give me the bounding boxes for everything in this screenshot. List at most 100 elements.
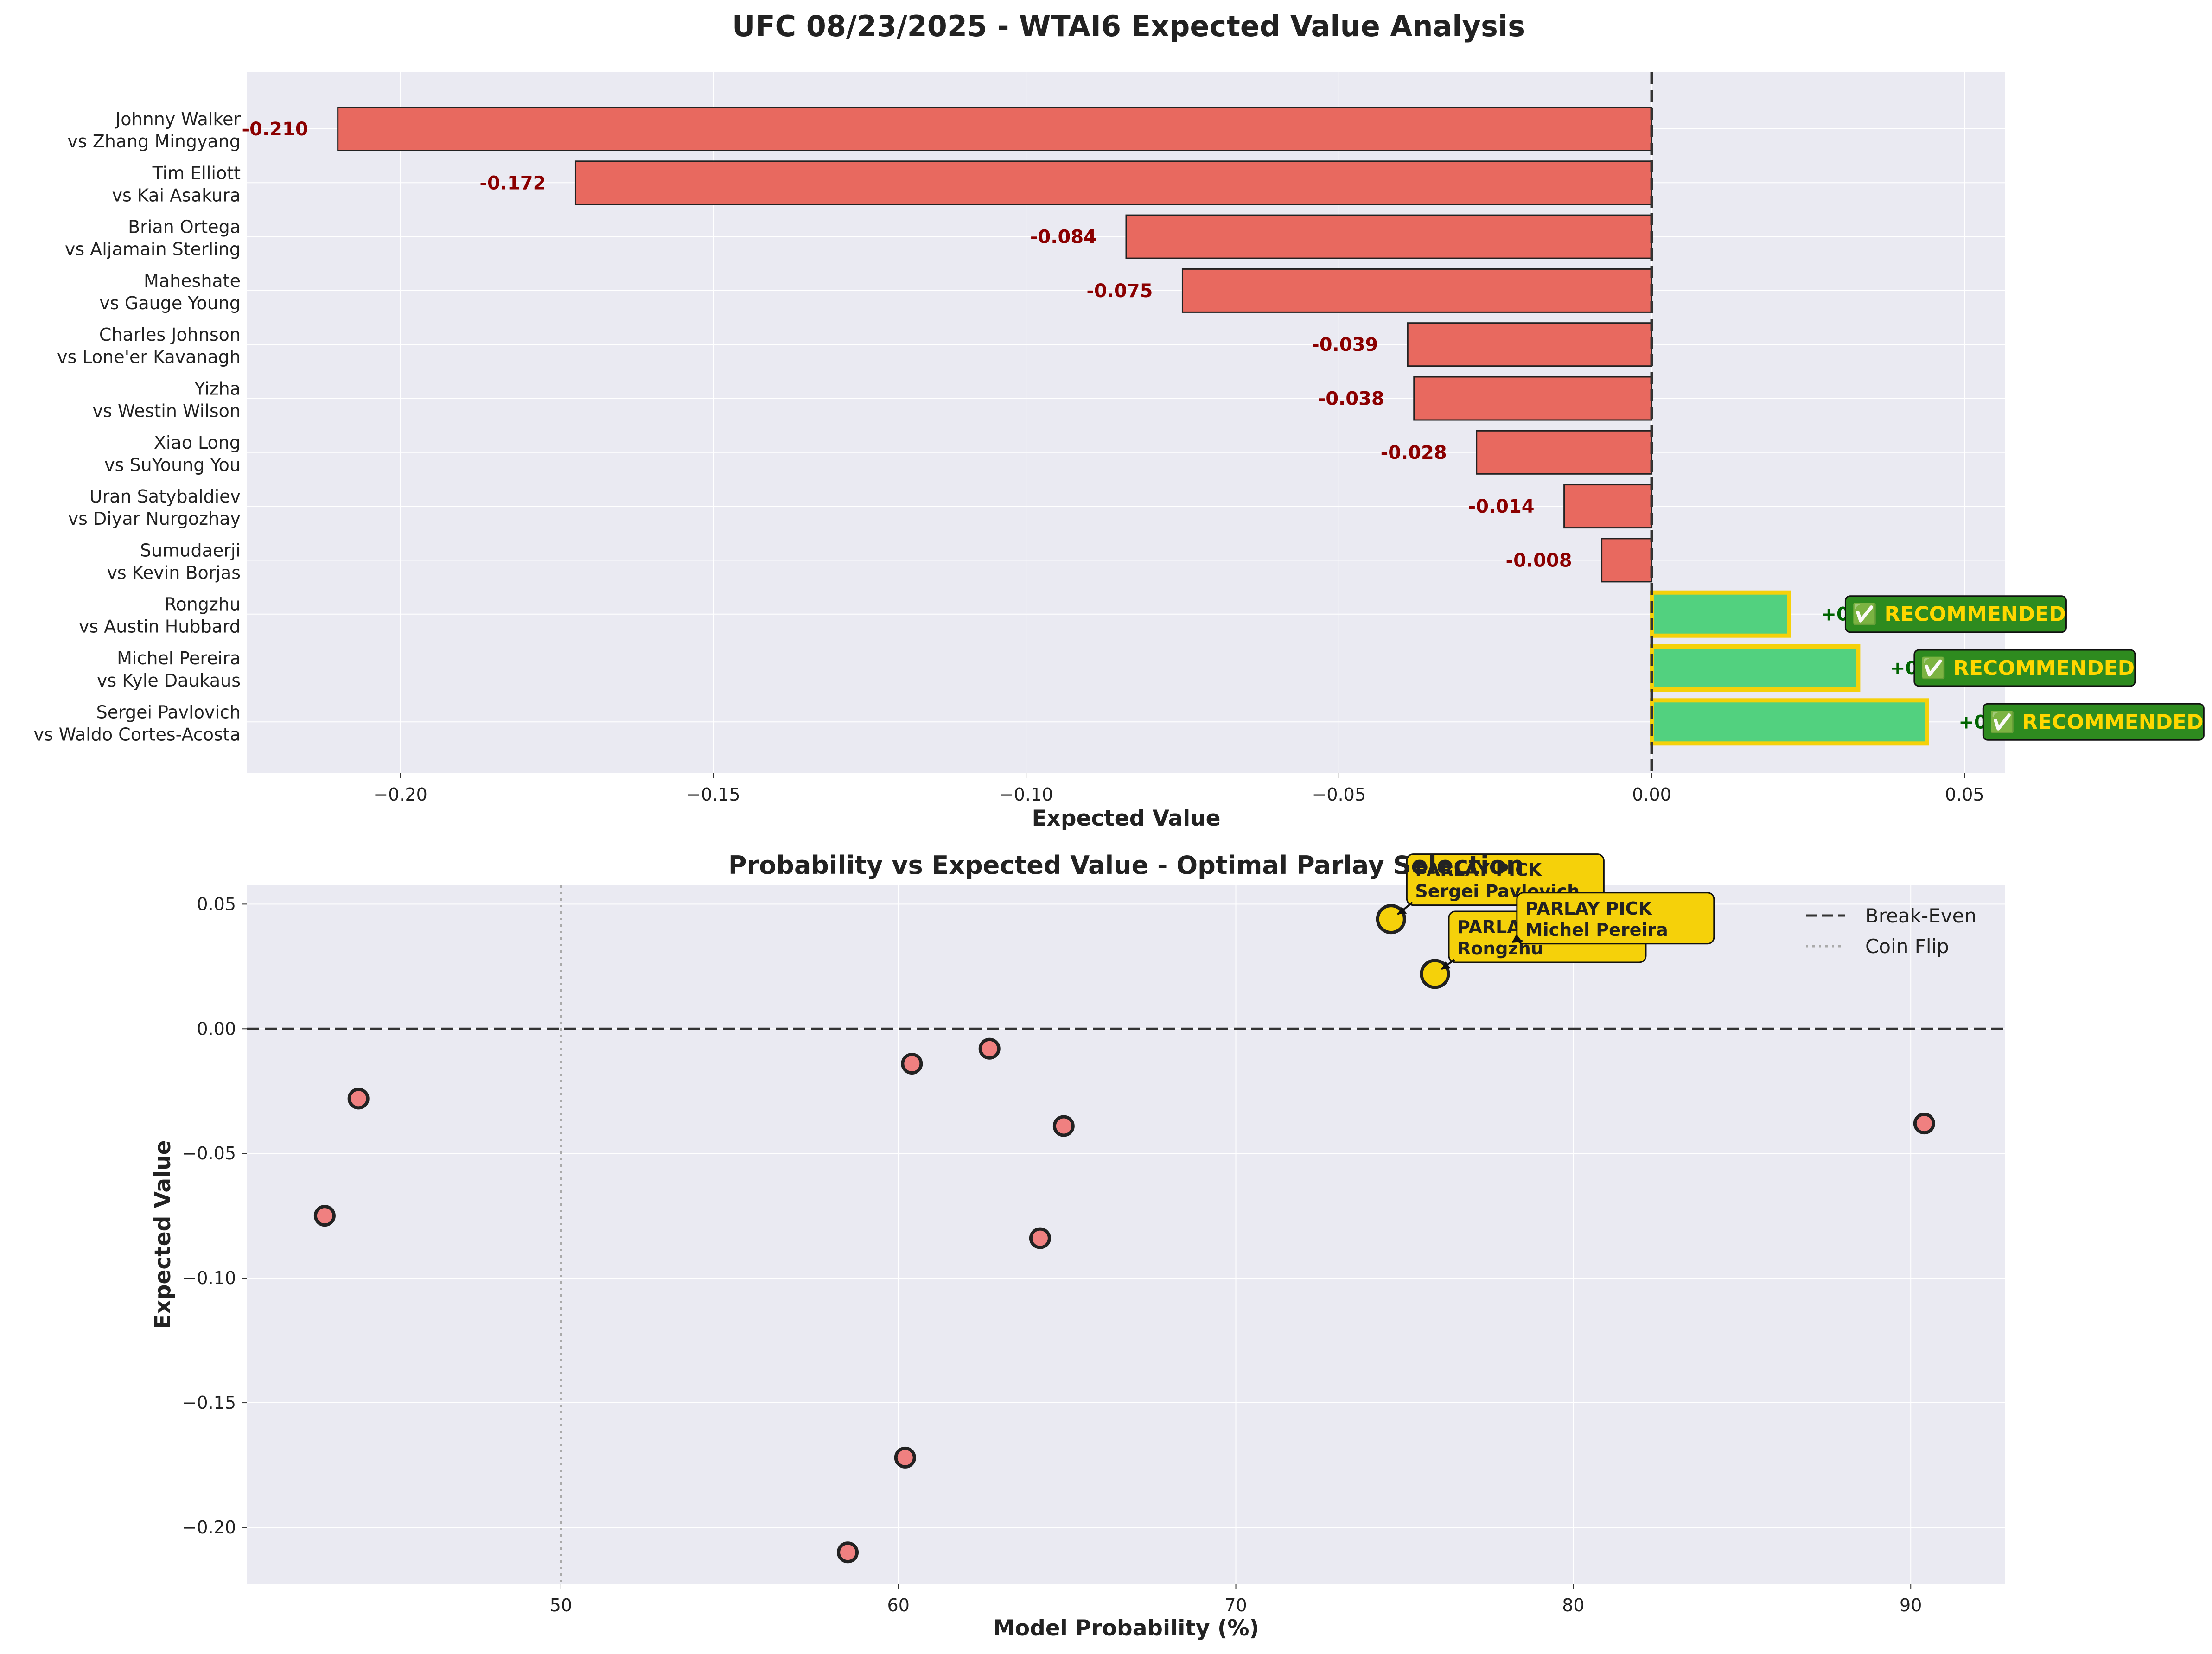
bar-category-label: Sumudaerji xyxy=(140,540,241,560)
scatter-legend: Break-Even Coin Flip xyxy=(1806,904,1976,958)
parlay-pick-arrow xyxy=(1512,940,1523,943)
bar-x-axis-label: Expected Value xyxy=(1032,806,1220,831)
scatter-point xyxy=(347,1088,370,1110)
bar-x-tick-label: −0.10 xyxy=(999,784,1053,805)
bar xyxy=(1601,538,1653,583)
scatter-x-tick-label: 90 xyxy=(1900,1595,1922,1616)
recommended-bar xyxy=(1650,698,1929,746)
scatter-x-axis-label: Model Probability (%) xyxy=(993,1616,1259,1641)
figure-title: UFC 08/23/2025 - WTAI6 Expected Value An… xyxy=(732,9,1525,43)
parlay-pick-arrowhead xyxy=(1512,934,1522,942)
bar xyxy=(1476,430,1653,475)
scatter-y-tick-label: 0.05 xyxy=(197,894,236,914)
scatter-point xyxy=(313,1205,336,1227)
scatter-x-tick-label: 80 xyxy=(1562,1595,1584,1616)
bar-value-label: -0.028 xyxy=(1381,442,1447,464)
scatter-y-tick-label: 0.00 xyxy=(197,1018,236,1039)
bar-category-label: Uran Satybaldiev xyxy=(89,486,241,507)
bar-x-tick-label: 0.05 xyxy=(1945,784,1984,805)
parlay-pick-box xyxy=(1516,892,1715,945)
scatter-point xyxy=(901,1053,923,1075)
bar-category-label: vs Kyle Daukaus xyxy=(97,670,241,691)
bar-category-label: Brian Ortega xyxy=(128,217,241,237)
bar-value-label: -0.172 xyxy=(479,172,546,194)
bar-category-label: vs Zhang Mingyang xyxy=(67,131,241,152)
bar-value-label: -0.038 xyxy=(1318,388,1384,410)
scatter-y-ticks: 0.05 0.00 −0.05 −0.10 −0.15 −0.20 xyxy=(182,894,247,1538)
bar-value-label: -0.084 xyxy=(1030,227,1096,248)
bar-value-label: -0.008 xyxy=(1505,550,1572,571)
bar-value-label: -0.039 xyxy=(1312,334,1378,356)
parlay-pick-title: PARLAY PICK xyxy=(1525,898,1653,919)
bar-category-label: Johnny Walker xyxy=(115,109,241,129)
bar xyxy=(1125,214,1653,259)
scatter-y-axis-label: Expected Value xyxy=(150,1140,176,1329)
scatter-title: Probability vs Expected Value - Optimal … xyxy=(728,851,1524,880)
legend-label: Coin Flip xyxy=(1865,935,1949,958)
bar xyxy=(1413,376,1653,421)
recommended-badge xyxy=(1844,595,2067,633)
scatter-plot-area xyxy=(247,885,2005,1584)
bar-category-label: Xiao Long xyxy=(154,433,241,453)
bar-category-label: vs Aljamain Sterling xyxy=(65,239,241,260)
bar-category-label: vs Waldo Cortes-Acosta xyxy=(33,724,241,744)
bar-value-labels: -0.210 -0.172 -0.084 -0.075 -0.039 -0.038 -0.0… xyxy=(242,119,2205,741)
scatter-x-tick-label: 50 xyxy=(550,1595,572,1616)
recommended-badge-label: ✅ RECOMMENDED xyxy=(1989,710,2203,734)
bar-value-label: -0.075 xyxy=(1086,280,1153,302)
bar xyxy=(1407,322,1653,367)
bar-series xyxy=(337,107,1929,746)
scatter-point xyxy=(894,1446,916,1469)
parlay-pick-name: Michel Pereira xyxy=(1525,920,1668,940)
scatter-x-ticks: 50 60 70 80 90 xyxy=(550,1584,1922,1616)
scatter-y-tick-label: −0.10 xyxy=(182,1268,236,1288)
bar xyxy=(1563,484,1653,529)
bar-category-label: Rongzhu xyxy=(165,594,241,615)
recommended-badge xyxy=(1913,649,2136,687)
bar-value-label: -0.014 xyxy=(1468,496,1535,517)
parlay-pick-point xyxy=(1420,959,1450,989)
bar xyxy=(574,160,1653,205)
bar xyxy=(1181,268,1653,313)
bar-category-label: Charles Johnson xyxy=(99,324,241,345)
bar-category-label: vs Kevin Borjas xyxy=(107,562,241,583)
recommended-bar xyxy=(1650,644,1861,692)
recommended-bar xyxy=(1650,590,1791,638)
scatter-point xyxy=(837,1541,859,1564)
parlay-pick-arrowhead xyxy=(1441,961,1451,969)
bar-category-label: vs Gauge Young xyxy=(100,293,241,313)
bar-category-label: Sergei Pavlovich xyxy=(96,702,241,722)
scatter-x-tick-label: 70 xyxy=(1224,1595,1247,1616)
bar-category-label: vs Kai Asakura xyxy=(112,185,241,205)
recommended-badge-label: ✅ RECOMMENDED xyxy=(1921,656,2135,680)
scatter-point xyxy=(978,1037,1001,1060)
ev-bar-chart: -0.210 -0.172 -0.084 -0.075 -0.039 -0.038 -0.0… xyxy=(33,72,2205,831)
bar-category-label: Tim Elliott xyxy=(152,163,241,183)
bar-value-label: -0.210 xyxy=(242,119,308,140)
bar-category-label: vs SuYoung You xyxy=(104,455,241,475)
scatter-y-tick-label: −0.20 xyxy=(182,1517,236,1538)
bar-category-label: vs Austin Hubbard xyxy=(79,617,241,637)
recommended-badge-label: ✅ RECOMMENDED xyxy=(1852,603,2065,626)
bar xyxy=(337,107,1653,151)
parlay-pick-arrowhead xyxy=(1397,906,1407,915)
bar-category-label: Michel Pereira xyxy=(117,648,241,668)
parlay-pick-title: PARLAY PICK xyxy=(1415,860,1543,880)
scatter-x-tick-label: 60 xyxy=(887,1595,910,1616)
parlay-pick-point xyxy=(1376,904,1406,935)
scatter-point xyxy=(1029,1227,1051,1249)
legend-label: Break-Even xyxy=(1865,904,1976,927)
bar-category-label: vs Westin Wilson xyxy=(93,401,241,421)
bar-x-tick-label: −0.15 xyxy=(686,784,740,805)
bar-x-tick-label: 0.00 xyxy=(1632,784,1671,805)
bar-category-label: Yizha xyxy=(194,379,241,399)
bar-x-ticks: −0.20 −0.15 −0.10 −0.05 0.00 0.05 xyxy=(373,773,1984,805)
scatter-y-tick-label: −0.15 xyxy=(182,1393,236,1413)
scatter-point xyxy=(1913,1113,1935,1135)
bar-x-tick-label: −0.20 xyxy=(373,784,427,805)
bar-x-tick-label: −0.05 xyxy=(1312,784,1366,805)
